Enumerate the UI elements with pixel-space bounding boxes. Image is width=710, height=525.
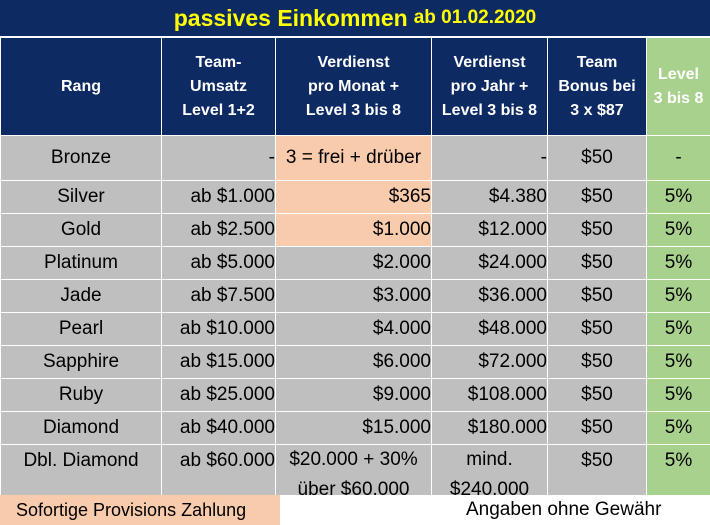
- cell-bonus: $50: [547, 411, 647, 445]
- cell-umsatz: ab $25.000: [161, 378, 276, 412]
- table-row: Gold ab $2.500 $1.000 $12.000 $50 5%: [0, 213, 710, 247]
- cell-rang: Ruby: [0, 378, 162, 412]
- cell-level: 5%: [646, 279, 710, 313]
- cell-monat: $3.000: [275, 279, 432, 313]
- table-row: Bronze -3 = frei + drüber - $50-: [0, 135, 710, 181]
- cell-umsatz: ab $40.000: [161, 411, 276, 445]
- cell-monat: 3 = frei + drüber: [275, 135, 432, 181]
- income-table: Rang Team- Umsatz Level 1+2 Verdienst pro M…: [0, 37, 710, 507]
- cell-jahr: $108.000: [431, 378, 548, 412]
- cell-monat: $6.000: [275, 345, 432, 379]
- footer-left-note: Sofortige Provisions Zahlung: [0, 495, 280, 525]
- cell-jahr: $4.380: [431, 180, 548, 214]
- cell-rang: Jade: [0, 279, 162, 313]
- cell-umsatz: -: [161, 135, 276, 181]
- footer: Sofortige Provisions Zahlung Angaben ohn…: [0, 495, 710, 525]
- cell-umsatz: ab $7.500: [161, 279, 276, 313]
- table-row: Pearl ab $10.000 $4.000 $48.000 $50 5%: [0, 312, 710, 346]
- cell-level: 5%: [646, 246, 710, 280]
- cell-rang: Gold: [0, 213, 162, 247]
- title-main: passives Einkommen: [173, 4, 408, 31]
- cell-level: 5%: [646, 213, 710, 247]
- cell-rang: Diamond: [0, 411, 162, 445]
- header-monat: Verdienst pro Monat + Level 3 bis 8: [275, 37, 432, 136]
- table-row: Silver ab $1.000 $365 $4.380 $50 5%: [0, 180, 710, 214]
- cell-level: -: [646, 135, 710, 181]
- cell-monat: $365: [275, 180, 432, 214]
- cell-level: 5%: [646, 312, 710, 346]
- cell-bonus: $50: [547, 312, 647, 346]
- header-bonus: Team Bonus bei 3 x $87: [547, 37, 647, 136]
- cell-umsatz: ab $2.500: [161, 213, 276, 247]
- cell-level: 5%: [646, 378, 710, 412]
- cell-monat: $4.000: [275, 312, 432, 346]
- cell-monat: $9.000: [275, 378, 432, 412]
- cell-jahr: $48.000: [431, 312, 548, 346]
- cell-monat: $1.000: [275, 213, 432, 247]
- cell-umsatz: ab $15.000: [161, 345, 276, 379]
- table-row: Sapphire ab $15.000 $6.000 $72.000 $50 5%: [0, 345, 710, 379]
- cell-bonus: $50: [547, 345, 647, 379]
- cell-rang: Sapphire: [0, 345, 162, 379]
- cell-monat: $2.000: [275, 246, 432, 280]
- header-row: Rang Team- Umsatz Level 1+2 Verdienst pro M…: [0, 37, 710, 136]
- cell-jahr: $72.000: [431, 345, 548, 379]
- cell-bonus: $50: [547, 279, 647, 313]
- table-row: Ruby ab $25.000 $9.000 $108.000 $50 5%: [0, 378, 710, 412]
- table-row: Platinum ab $5.000 $2.000 $24.000 $50 5%: [0, 246, 710, 280]
- header-rang: Rang: [0, 37, 162, 136]
- cell-jahr: $180.000: [431, 411, 548, 445]
- cell-rang: Bronze: [0, 135, 162, 181]
- cell-bonus: $50: [547, 180, 647, 214]
- cell-level: 5%: [646, 411, 710, 445]
- cell-rang: Pearl: [0, 312, 162, 346]
- header-level: Level 3 bis 8: [646, 37, 710, 136]
- title-date: ab 01.02.2020: [413, 7, 537, 28]
- page-title: passives Einkommen ab 01.02.2020: [0, 0, 710, 37]
- cell-bonus: $50: [547, 378, 647, 412]
- footer-disclaimer: Angaben ohne Gewähr: [280, 495, 710, 525]
- cell-bonus: $50: [547, 135, 647, 181]
- header-jahr: Verdienst pro Jahr + Level 3 bis 8: [431, 37, 548, 136]
- cell-rang: Platinum: [0, 246, 162, 280]
- cell-jahr: $36.000: [431, 279, 548, 313]
- table-row: Jade ab $7.500 $3.000 $36.000 $50 5%: [0, 279, 710, 313]
- cell-jahr: $24.000: [431, 246, 548, 280]
- cell-jahr: -: [431, 135, 548, 181]
- cell-bonus: $50: [547, 246, 647, 280]
- cell-umsatz: ab $10.000: [161, 312, 276, 346]
- cell-level: 5%: [646, 345, 710, 379]
- cell-umsatz: ab $5.000: [161, 246, 276, 280]
- cell-level: 5%: [646, 180, 710, 214]
- cell-bonus: $50: [547, 213, 647, 247]
- cell-jahr: $12.000: [431, 213, 548, 247]
- header-umsatz: Team- Umsatz Level 1+2: [161, 37, 276, 136]
- cell-monat: $15.000: [275, 411, 432, 445]
- cell-rang: Silver: [0, 180, 162, 214]
- table-row: Diamond ab $40.000 $15.000 $180.000 $50 5%: [0, 411, 710, 445]
- cell-umsatz: ab $1.000: [161, 180, 276, 214]
